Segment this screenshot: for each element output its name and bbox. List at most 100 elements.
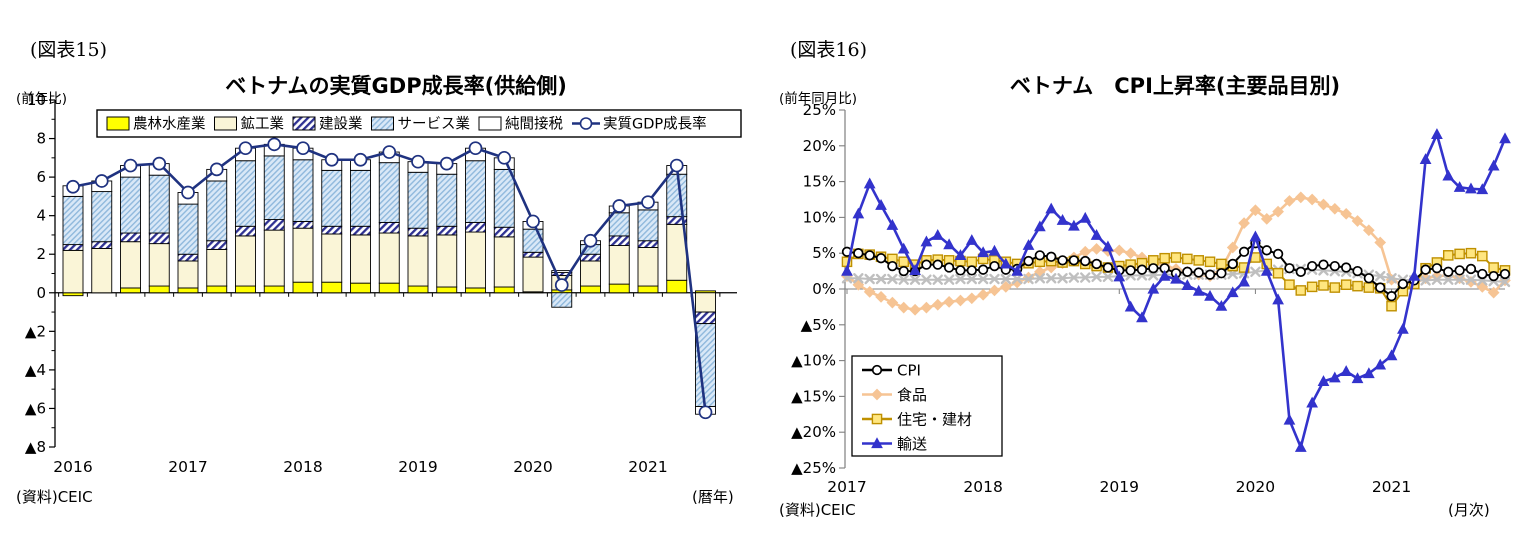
marker-diamond: [920, 301, 933, 314]
marker-square: [1352, 280, 1363, 292]
marker-circle: [1397, 278, 1409, 290]
y-tick-label: 10: [27, 91, 46, 109]
marker-x: [977, 273, 989, 285]
bar-segment: [91, 191, 113, 243]
bar-segment: [177, 253, 199, 262]
bar-segment: [321, 225, 343, 235]
marker-x: [875, 273, 887, 285]
stacked-bars: [62, 143, 716, 415]
y-tick-label: ▲8: [25, 438, 46, 456]
marker-circle: [966, 265, 977, 276]
marker-x: [1011, 273, 1023, 285]
y-tick-label: ▲5%: [801, 316, 836, 334]
fig15-title: ベトナムの実質GDP成長率(供給側): [225, 74, 567, 98]
bar-segment: [120, 176, 141, 234]
marker-circle: [1306, 260, 1318, 272]
marker-square: [1318, 280, 1329, 291]
marker-triangle: [1090, 229, 1103, 240]
bar-segment: [235, 285, 256, 294]
y-tick-label: ▲15%: [791, 387, 836, 405]
marker-triangle: [1022, 239, 1035, 250]
bar-segment: [493, 168, 515, 228]
legend-label: 食品: [897, 386, 927, 404]
marker-circle: [1431, 263, 1443, 274]
bar-segment: [321, 281, 343, 294]
legend-label: 実質GDP成長率: [603, 115, 707, 133]
legend-label: 建設業: [319, 116, 363, 133]
marker-triangle: [886, 219, 899, 230]
marker-circle: [1465, 263, 1477, 275]
legend-line-marker: [579, 117, 593, 130]
bar-segment: [493, 236, 515, 288]
marker-triangle: [977, 246, 990, 258]
legend-label: 住宅・建材: [897, 411, 972, 429]
marker-triangle: [1102, 240, 1114, 252]
marker-x: [955, 273, 966, 285]
marker-circle: [853, 248, 864, 259]
gdp-line-marker: [296, 141, 310, 156]
marker-circle: [955, 265, 966, 276]
marker-square: [1216, 258, 1227, 270]
marker-x: [1375, 270, 1386, 282]
x-year-label: 2020: [513, 458, 552, 476]
marker-square: [1363, 282, 1375, 293]
bar-segment: [407, 171, 429, 229]
bar-segment: [637, 209, 659, 242]
marker-diamond: [931, 298, 944, 311]
marker-triangle: [871, 437, 883, 449]
cpi-items-chart: 25%20%15%10%5%0%▲5%▲10%▲15%▲20%▲25%2017 2…: [791, 101, 1511, 496]
marker-square: [1306, 281, 1318, 293]
y-tick-label: ▲6: [25, 399, 46, 417]
gdp-line-marker: [641, 195, 655, 210]
marker-circle: [1216, 268, 1227, 279]
marker-x: [864, 273, 875, 285]
bar-segment: [608, 235, 630, 246]
marker-x: [1046, 273, 1057, 284]
y-axis: 25% 20% 15% 10% 5% 0% ▲5% ▲10% ▲15% ▲20% ▲25%: [791, 101, 846, 477]
x-year-label: 2016: [53, 458, 92, 476]
marker-triangle: [1056, 214, 1069, 225]
marker-diamond: [1113, 244, 1126, 257]
marker-x: [1431, 274, 1443, 285]
bar-segment: [350, 169, 371, 227]
marker-triangle: [1011, 264, 1024, 276]
marker-triangle: [931, 229, 944, 240]
marker-diamond: [1362, 224, 1375, 237]
bar-segment: [206, 180, 228, 242]
bar-segment: [580, 253, 601, 262]
gdp-line-marker: [612, 199, 627, 213]
marker-triangle: [1408, 269, 1421, 281]
y-tick-label: 5%: [812, 244, 836, 262]
marker-x: [1102, 271, 1114, 283]
marker-triangle: [1453, 181, 1466, 192]
marker-square: [1284, 279, 1295, 291]
marker-diamond: [1260, 212, 1273, 225]
y-tick-label: 15%: [803, 173, 836, 191]
marker-x: [1034, 273, 1046, 284]
bar-segment: [580, 260, 601, 287]
bar-segment: [465, 287, 486, 294]
x-year-label: 2019: [1100, 478, 1139, 496]
bar-segment: [292, 281, 314, 294]
marker-circle: [1352, 265, 1363, 277]
marker-x: [1023, 273, 1034, 285]
marker-triangle: [1442, 169, 1455, 181]
marker-diamond: [1340, 207, 1353, 220]
bar-segment: [263, 219, 285, 231]
marker-circle: [1125, 265, 1136, 276]
marker-x: [853, 273, 864, 284]
bar-segment: [695, 292, 716, 313]
marker-circle: [1329, 260, 1340, 272]
marker-x: [1499, 276, 1511, 288]
marker-x: [921, 274, 932, 285]
bar-segment: [378, 162, 400, 223]
marker-triangle: [1181, 279, 1194, 291]
marker-triangle: [1283, 413, 1296, 425]
bar-segment: [120, 241, 141, 289]
marker-circle: [1227, 258, 1238, 270]
marker-square: [1272, 267, 1284, 279]
marker-circle: [871, 364, 883, 376]
bar-segment: [436, 225, 458, 236]
y-tick-label: ▲25%: [791, 459, 836, 477]
marker-square: [966, 256, 978, 268]
